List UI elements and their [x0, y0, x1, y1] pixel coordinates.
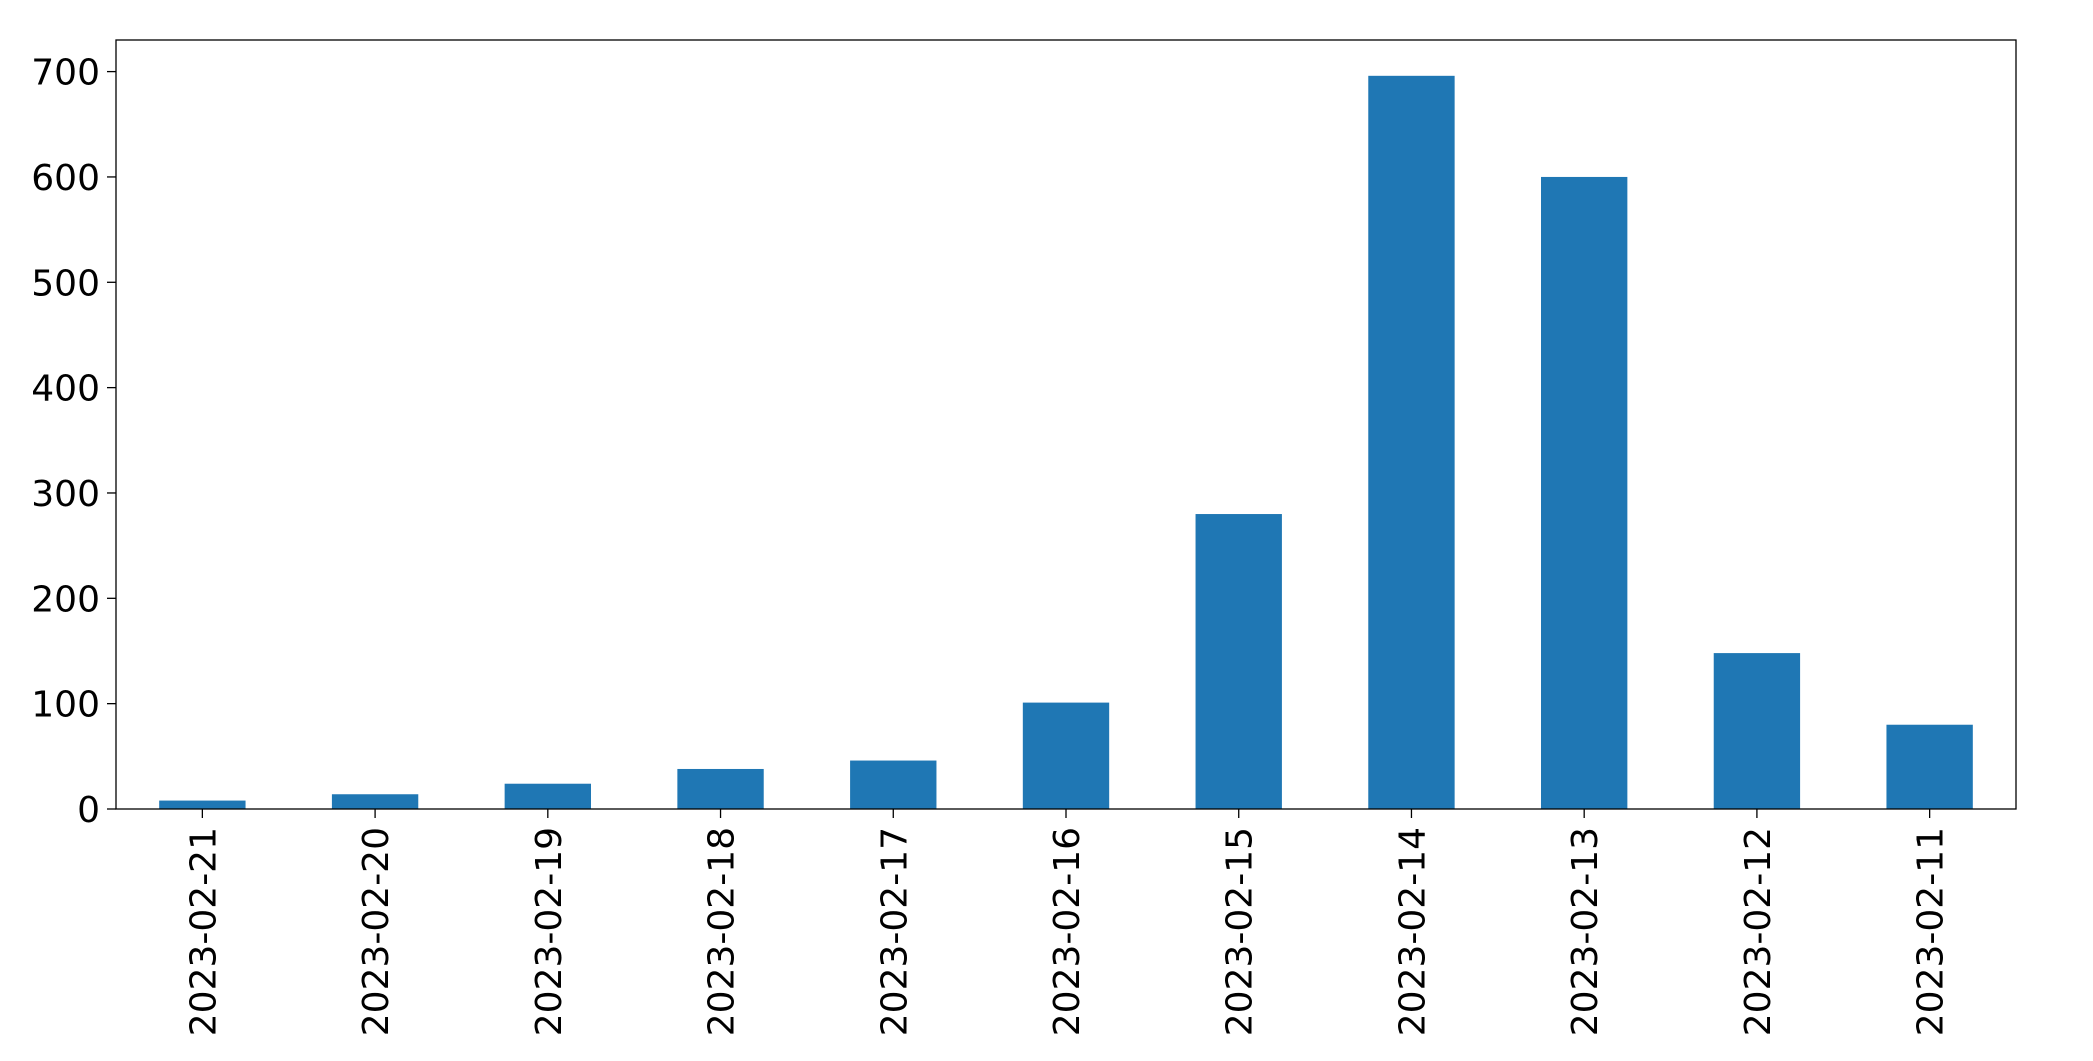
bar	[1541, 176, 1628, 810]
x-tick-label: 2023-02-13	[1565, 827, 1606, 1036]
y-tick-label: 400	[31, 369, 100, 410]
x-tick-label: 2023-02-14	[1392, 827, 1433, 1036]
x-tick-label: 2023-02-12	[1738, 827, 1779, 1036]
bar	[504, 783, 591, 809]
y-tick-label: 100	[31, 685, 100, 726]
bar	[850, 760, 937, 809]
y-tick-label: 300	[31, 474, 100, 515]
y-tick-label: 0	[77, 790, 100, 831]
x-tick-label: 2023-02-17	[874, 827, 915, 1036]
x-tick-label: 2023-02-19	[529, 827, 570, 1036]
y-tick-label: 700	[31, 53, 100, 94]
bar	[331, 794, 419, 809]
x-tick-label: 2023-02-16	[1047, 827, 1088, 1036]
y-tick-label: 500	[31, 263, 100, 304]
x-tick-label: 2023-02-18	[702, 827, 743, 1036]
x-tick-label: 2023-02-15	[1220, 827, 1261, 1036]
y-tick-label: 600	[31, 158, 100, 199]
bar	[1886, 724, 1973, 809]
bar	[159, 800, 246, 809]
bar	[1368, 75, 1455, 810]
bar	[1022, 702, 1110, 809]
bar	[1713, 653, 1801, 809]
y-tick-label: 200	[31, 579, 100, 620]
x-tick-label: 2023-02-11	[1911, 827, 1952, 1036]
bar	[677, 768, 764, 809]
bar	[1195, 514, 1282, 809]
plot-frame	[115, 39, 2017, 810]
x-tick-label: 2023-02-20	[356, 827, 397, 1036]
x-tick-label: 2023-02-21	[183, 827, 224, 1036]
